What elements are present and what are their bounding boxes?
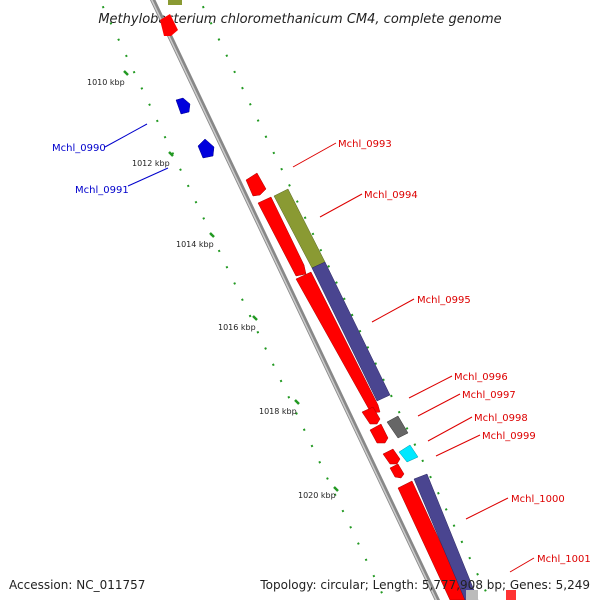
gene-label-mchl-0991[interactable]: Mchl_0991 — [75, 185, 129, 196]
leaders-red — [292, 142, 535, 573]
gene-mchl-0996[interactable] — [361, 406, 381, 425]
major-ticks — [123, 70, 339, 492]
genome-summary-text: Topology: circular; Length: 5,777,908 bp… — [260, 578, 590, 592]
gene-label-mchl-0996[interactable]: Mchl_0996 — [454, 372, 508, 383]
gene-partial-bottom-red — [506, 590, 516, 600]
gene-mchl-0994[interactable] — [257, 196, 307, 277]
tick-label: 1018 kbp — [259, 407, 297, 416]
leaders-blue — [104, 123, 169, 187]
gene-label-mchl-1000[interactable]: Mchl_1000 — [511, 494, 565, 505]
gene-red-unlabeled — [389, 463, 405, 479]
gene-label-mchl-0998[interactable]: Mchl_0998 — [474, 413, 528, 424]
gene-partial-bottom-grey — [466, 590, 478, 600]
gene-partial-top-olive — [168, 0, 182, 5]
gene-purple-1[interactable] — [311, 261, 391, 402]
gene-mchl-0999[interactable] — [382, 448, 401, 465]
accession-text: Accession: NC_011757 — [9, 578, 146, 592]
gene-label-mchl-0997[interactable]: Mchl_0997 — [462, 390, 516, 401]
gene-mchl-0990[interactable] — [175, 97, 191, 115]
gene-mchl-0998[interactable] — [398, 444, 419, 463]
gene-partial-top-red — [160, 14, 178, 36]
tick-track-outer-left — [98, 0, 387, 600]
gene-label-mchl-0990[interactable]: Mchl_0990 — [52, 143, 106, 154]
tick-label: 1014 kbp — [176, 240, 214, 249]
gene-label-mchl-0993[interactable]: Mchl_0993 — [338, 139, 392, 150]
gene-purple-2[interactable] — [413, 473, 479, 600]
tick-label: 1020 kbp — [298, 491, 336, 500]
gene-mchl-0997[interactable] — [369, 423, 389, 444]
tick-label: 1010 kbp — [87, 78, 125, 87]
gene-label-mchl-0999[interactable]: Mchl_0999 — [482, 431, 536, 442]
gene-mchl-1000[interactable] — [397, 480, 468, 600]
gene-label-mchl-1001[interactable]: Mchl_1001 — [537, 554, 591, 565]
gene-mchl-0995[interactable] — [295, 271, 381, 414]
genome-backbone — [149, 0, 441, 600]
gene-label-mchl-0995[interactable]: Mchl_0995 — [417, 295, 471, 306]
gene-mchl-0991[interactable] — [197, 138, 215, 159]
gene-grey[interactable] — [386, 415, 409, 439]
tick-label: 1012 kbp — [132, 159, 170, 168]
map-title: Methylobacterium chloromethanicum CM4, c… — [98, 12, 501, 27]
gene-mchl-0993[interactable] — [245, 172, 267, 197]
tick-label: 1016 kbp — [218, 323, 256, 332]
gene-label-mchl-0994[interactable]: Mchl_0994 — [364, 190, 418, 201]
